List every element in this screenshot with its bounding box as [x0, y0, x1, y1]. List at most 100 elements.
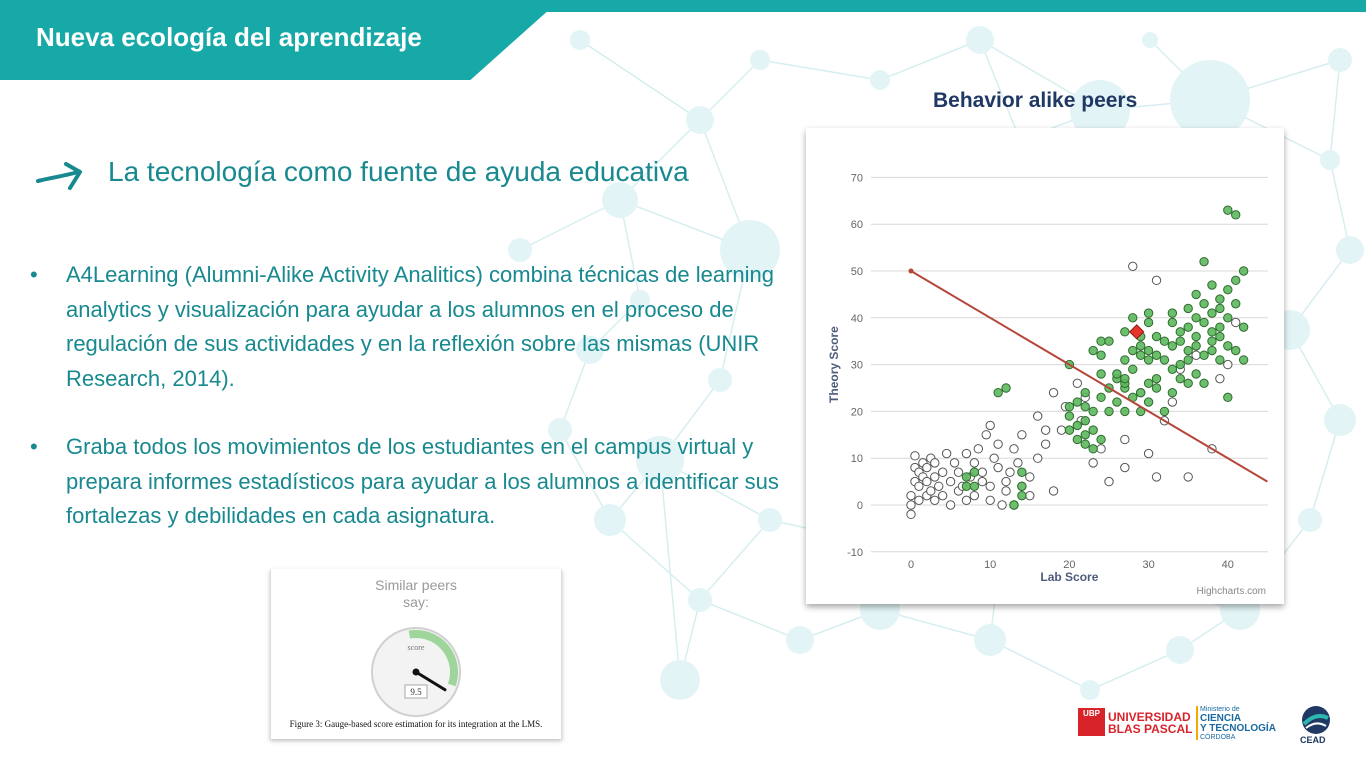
- ubp-name-line1: UNIVERSIDAD: [1108, 710, 1191, 724]
- network-link: [1089, 649, 1181, 691]
- data-point: [1238, 355, 1249, 365]
- data-point: [985, 420, 995, 431]
- network-link: [609, 519, 701, 601]
- gauge-value-box: [404, 684, 428, 699]
- data-point: [1135, 387, 1146, 398]
- data-point: [1088, 345, 1098, 356]
- x-tick-label: 10: [984, 559, 996, 571]
- data-point: [985, 495, 995, 506]
- data-point: [1223, 392, 1233, 403]
- data-point: [1223, 313, 1233, 323]
- y-tick-label: 20: [851, 406, 863, 418]
- data-point: [1120, 434, 1130, 445]
- data-point: [989, 453, 999, 463]
- data-point: [1167, 317, 1178, 328]
- arrow-right-icon: [36, 162, 82, 190]
- data-point: [1215, 331, 1225, 342]
- ministerio-line3: Y TECNOLOGÍA: [1200, 723, 1276, 734]
- data-point: [1215, 355, 1225, 365]
- network-node: [636, 436, 684, 484]
- scatter-chart-card: -10 0 10 20 30 40 50 60 70 0 10 20 30 40 Lab Score Theo…: [806, 128, 1284, 604]
- network-node: [630, 290, 650, 310]
- network-node: [1336, 236, 1364, 264]
- data-point: [1080, 416, 1090, 426]
- data-point: [1064, 402, 1075, 412]
- network-node: [966, 26, 994, 54]
- bullet-list: • A4Learning (Alumni-Alike Activity Anal…: [30, 258, 790, 568]
- data-point: [1112, 397, 1122, 407]
- data-point: [1143, 355, 1154, 365]
- data-point: [1231, 317, 1241, 328]
- data-point: [1199, 378, 1209, 389]
- data-point: [1231, 210, 1241, 220]
- data-point: [1167, 341, 1178, 351]
- data-point: [1025, 490, 1035, 501]
- network-link: [1329, 59, 1341, 161]
- data-point: [961, 472, 972, 482]
- data-point: [926, 486, 936, 496]
- data-point: [1183, 378, 1193, 389]
- chart-heading: Behavior alike peers: [933, 89, 1138, 112]
- data-point: [1215, 322, 1225, 332]
- data-point: [1223, 359, 1233, 370]
- data-point: [922, 462, 932, 473]
- data-point: [1199, 317, 1209, 328]
- data-point: [1199, 350, 1209, 360]
- ministerio-line1: Ministerio de: [1200, 706, 1240, 713]
- data-point: [961, 481, 972, 491]
- data-point: [1025, 472, 1035, 482]
- data-point: [1013, 458, 1023, 468]
- ministerio-logo: Ministerio de CIENCIA Y TECNOLOGÍA CÓRDO…: [1200, 706, 1276, 742]
- data-point: [1151, 350, 1162, 360]
- data-point: [1104, 476, 1114, 487]
- network-link: [879, 39, 981, 81]
- network-node: [688, 588, 712, 612]
- data-point: [1048, 387, 1059, 398]
- data-point: [1238, 266, 1249, 276]
- data-point: [930, 472, 940, 482]
- data-point: [1191, 313, 1201, 323]
- data-point: [1001, 476, 1011, 487]
- data-point: [1215, 373, 1225, 384]
- gauge-green-band: [408, 630, 458, 687]
- data-point: [1064, 411, 1075, 421]
- highlight-point: [1129, 324, 1145, 340]
- data-point: [1183, 472, 1193, 482]
- data-point: [1072, 397, 1083, 407]
- data-point: [997, 500, 1007, 510]
- gauge-value: 9.5: [410, 687, 422, 697]
- network-node: [508, 238, 532, 262]
- data-point: [1009, 500, 1019, 510]
- network-node: [1080, 680, 1100, 700]
- network-node: [758, 508, 782, 532]
- network-link: [579, 39, 701, 121]
- data-point: [1191, 331, 1201, 342]
- data-point: [906, 509, 916, 520]
- data-point: [914, 481, 924, 491]
- data-point: [1231, 299, 1241, 309]
- y-tick-label: 0: [857, 500, 863, 512]
- network-node: [974, 624, 1006, 656]
- network-node: [1320, 150, 1340, 170]
- data-point: [1183, 355, 1193, 365]
- data-point: [1143, 448, 1154, 459]
- ministerio-logo-bar: [1196, 706, 1198, 740]
- data-point: [906, 490, 916, 501]
- data-point: [1128, 345, 1138, 356]
- data-point: [1175, 359, 1185, 370]
- y-tick-label: 40: [851, 313, 863, 325]
- data-point: [1238, 322, 1249, 332]
- data-point: [1120, 462, 1130, 473]
- cead-globe-icon: [1302, 706, 1330, 734]
- data-point: [937, 490, 948, 501]
- bullet-item: • A4Learning (Alumni-Alike Activity Anal…: [30, 258, 790, 396]
- y-tick-label: 70: [851, 172, 863, 184]
- network-node: [1324, 404, 1356, 436]
- network-node: [1170, 60, 1250, 140]
- data-point: [1064, 425, 1075, 435]
- data-point: [1048, 486, 1059, 496]
- data-point: [1191, 350, 1201, 360]
- chart-credit: Highcharts.com: [1197, 586, 1266, 597]
- bullet-marker: •: [30, 262, 38, 287]
- data-point: [969, 481, 980, 491]
